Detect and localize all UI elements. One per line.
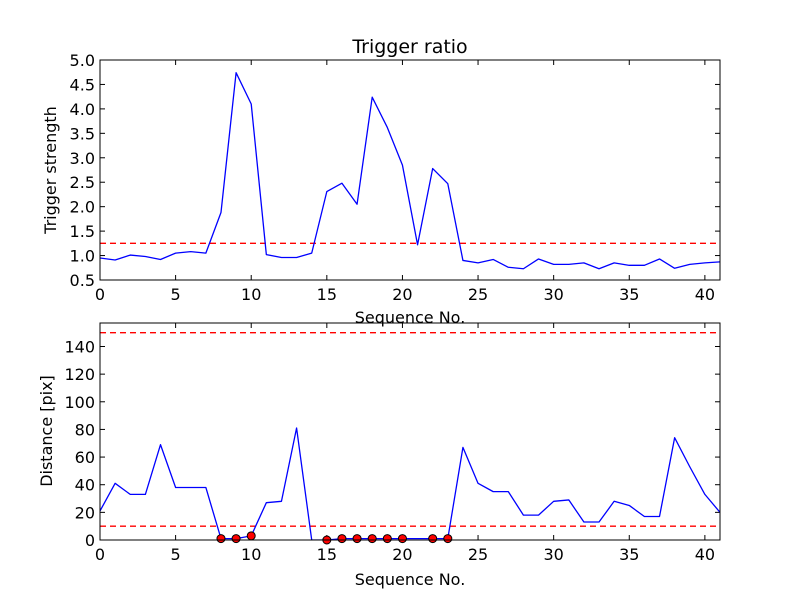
y-tick-label: 100 [64, 393, 95, 412]
x-axis-label: Sequence No. [355, 308, 466, 327]
x-tick-label: 40 [695, 545, 715, 564]
x-tick-label: 40 [695, 285, 715, 304]
y-tick-label: 5.0 [70, 51, 95, 70]
x-tick-label: 35 [619, 285, 639, 304]
y-tick-label: 4.5 [70, 75, 95, 94]
y-tick-label: 120 [64, 365, 95, 384]
x-tick-label: 5 [171, 285, 181, 304]
series-line [100, 72, 720, 270]
x-tick-label: 0 [95, 545, 105, 564]
data-point-marker [428, 534, 438, 544]
data-point-marker [382, 534, 392, 544]
y-tick-label: 140 [64, 337, 95, 356]
data-point-marker [231, 534, 241, 544]
data-point-marker [337, 534, 347, 544]
y-tick-label: 3.0 [70, 149, 95, 168]
y-axis-label: Distance [pix] [37, 375, 56, 487]
x-tick-label: 15 [317, 545, 337, 564]
trigger-ratio-chart: Trigger ratio Sequence No. Trigger stren… [41, 36, 721, 327]
distance-chart: Sequence No. Distance [pix] 0 5 10 15 20 25 30… [37, 322, 721, 589]
y-tick-label: 0 [85, 531, 95, 550]
x-tick-label: 20 [392, 545, 412, 564]
x-tick-label: 0 [95, 285, 105, 304]
x-tick-label: 15 [317, 285, 337, 304]
series-line [100, 427, 720, 540]
y-tick-label: 2.5 [70, 173, 95, 192]
y-tick-label: 80 [75, 420, 95, 439]
y-axis-label: Trigger strength [41, 106, 60, 235]
y-tick-label: 3.5 [70, 124, 95, 143]
plot-marks: 0 5 10 15 20 25 30 35 40 0 20 40 60 80 100 120 140 [64, 323, 720, 564]
x-tick-label: 30 [543, 285, 563, 304]
y-tick-label: 60 [75, 448, 95, 467]
plot-frame [99, 322, 721, 541]
x-tick-label: 35 [619, 545, 639, 564]
chart-title: Trigger ratio [351, 36, 467, 58]
x-axis-label: Sequence No. [355, 570, 466, 589]
y-tick-label: 1.0 [70, 247, 95, 266]
y-tick-label: 40 [75, 476, 95, 495]
y-tick-label: 0.5 [70, 271, 95, 290]
data-point-marker [397, 534, 407, 544]
x-tick-label: 5 [171, 545, 181, 564]
plot-frame [99, 59, 721, 281]
x-tick-label: 30 [543, 545, 563, 564]
x-tick-label: 25 [468, 545, 488, 564]
x-tick-label: 10 [241, 285, 261, 304]
data-point-marker [443, 534, 453, 544]
x-tick-label: 20 [392, 285, 412, 304]
y-tick-label: 2.0 [70, 198, 95, 217]
data-point-marker [367, 534, 377, 544]
y-tick-label: 20 [75, 503, 95, 522]
data-point-marker [246, 531, 256, 541]
x-tick-label: 25 [468, 285, 488, 304]
data-point-marker [216, 534, 226, 544]
y-tick-label: 1.5 [70, 222, 95, 241]
plot-marks: 0 5 10 15 20 25 30 35 40 0.5 1.0 1.5 2.0 2.5 3.0 3.5 4.0… [70, 51, 720, 304]
x-tick-label: 10 [241, 545, 261, 564]
y-tick-label: 4.0 [70, 100, 95, 119]
data-point-marker [352, 534, 362, 544]
